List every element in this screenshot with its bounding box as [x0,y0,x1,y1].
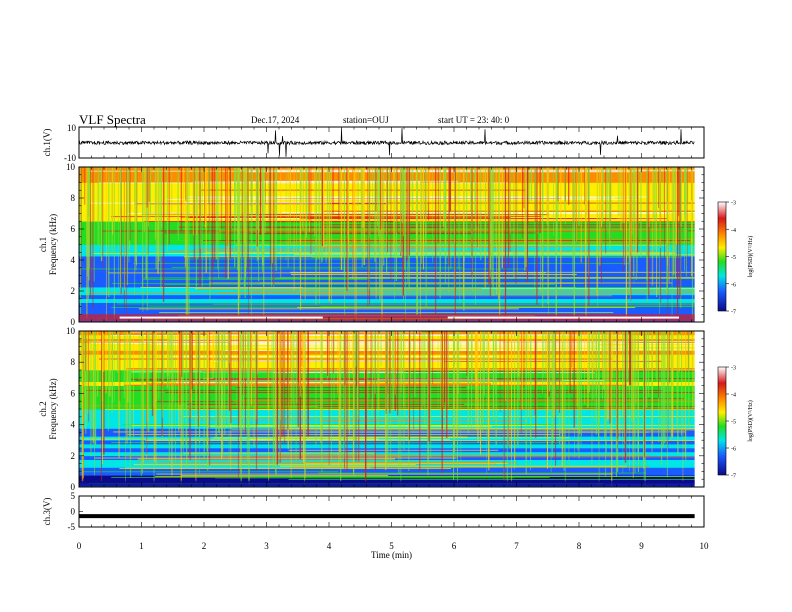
colorbar-ch2-tick--6: -6 [731,447,736,453]
ch1-spec-ytick-0: 0 [71,317,76,327]
xtick-5: 5 [389,541,394,551]
colorbar-ch2-tick--5: -5 [731,420,736,426]
ch1-spec-ytick-2: 2 [71,286,76,296]
colorbar-ch1-tick--6: -6 [731,282,736,288]
colorbar-ch1-tick--3: -3 [731,201,736,207]
date-label: Dec.17, 2024 [251,115,300,125]
xtick-3: 3 [264,541,269,551]
xtick-6: 6 [452,541,457,551]
ch1-ylabel-frequency: Frequency (kHz) [48,214,58,275]
colorbar-ch1 [717,201,727,312]
ch1-spec-ytick-10: 10 [66,162,76,172]
ch3-ytick--5: -5 [68,522,76,532]
chart-title: VLF Spectra [79,112,146,127]
xtick-4: 4 [327,541,332,551]
ch3-ytick-5: 5 [71,491,76,501]
ch2-spec-ytick-2: 2 [71,451,76,461]
xtick-10: 10 [700,541,710,551]
xtick-9: 9 [639,541,644,551]
ch1-ylabel-channel: ch.1 [38,237,48,252]
ch2-spec-ytick-4: 4 [71,420,76,430]
spectrogram-2 [79,331,695,488]
ch2-ylabel-channel: ch.2 [38,401,48,416]
xtick-1: 1 [139,541,144,551]
ch2-spec-ytick-8: 8 [71,357,76,367]
ch2-ylabel-frequency: Frequency (kHz) [48,378,58,439]
colorbar-ch2-tick--4: -4 [731,393,736,399]
ch2-spec-ytick-10: 10 [66,326,76,336]
ch3-ytick-0: 0 [71,507,76,517]
colorbar-ch1-tick--7: -7 [731,310,736,316]
colorbar-ch2 [717,366,727,476]
xtick-2: 2 [202,541,207,551]
start-ut-label: start UT = 23: 40: 0 [438,115,510,125]
colorbar-ch2-tick--7: -7 [731,474,736,480]
ch2-spec-ytick-6: 6 [71,388,76,398]
ch1-waveform-line [78,128,695,157]
xtick-8: 8 [577,541,582,551]
ch1-ytick-top: 10 [67,123,77,133]
ch1-spec-ytick-8: 8 [71,193,76,203]
ch1-ytick-bottom: -10 [64,153,76,163]
colorbar-ch1-tick--5: -5 [731,255,736,261]
ch2-spec-ytick-0: 0 [71,482,76,492]
colorbar-ch1-label: log(PSD)(V²/Hz) [747,236,754,277]
colorbar-ch1-tick--4: -4 [731,228,736,234]
spectrogram-1 [79,167,695,323]
colorbar-ch2-label: log(PSD)(V²/Hz) [747,400,754,441]
ch1-spec-ytick-6: 6 [71,224,76,234]
ch3-ylabel: ch.3(V) [42,498,52,526]
ch1-ylabel: ch.1(V) [42,129,52,157]
station-label: station=OUJ [343,115,389,125]
xtick-0: 0 [77,541,82,551]
colorbar-ch2-tick--3: -3 [731,366,736,372]
xtick-7: 7 [514,541,519,551]
ch1-spec-ytick-4: 4 [71,255,76,265]
xaxis-label: Time (min) [371,550,412,560]
